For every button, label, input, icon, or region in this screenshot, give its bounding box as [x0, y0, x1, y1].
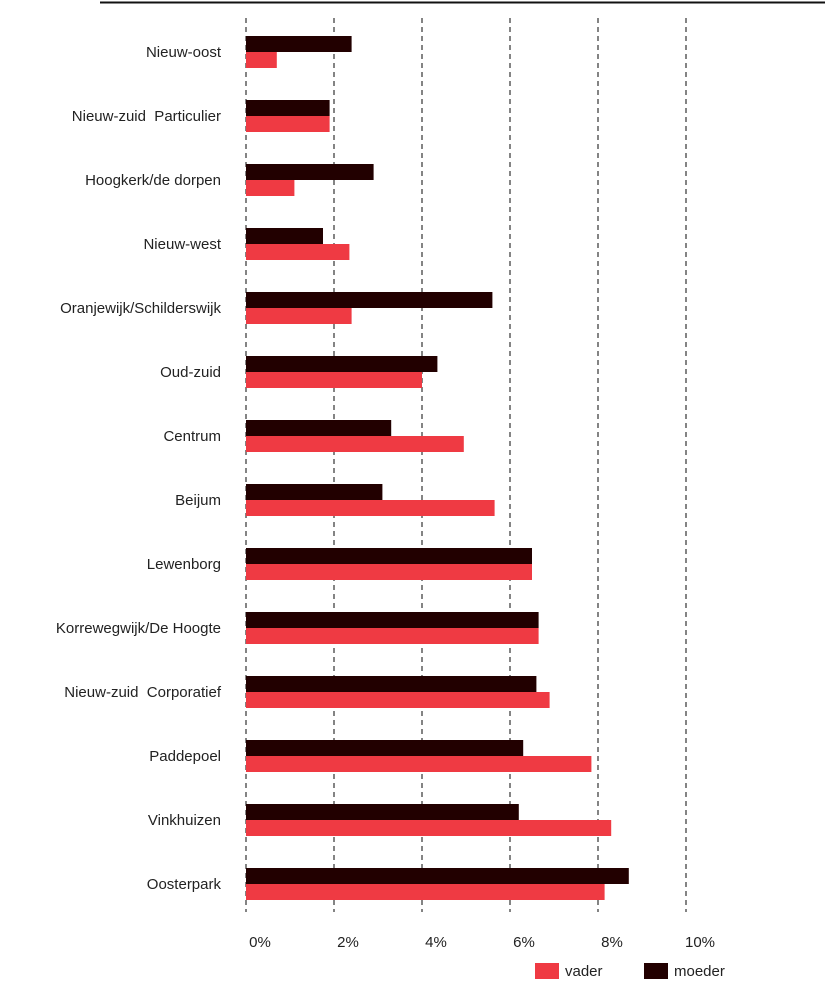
bar-vader-lewenborg: [246, 564, 532, 580]
bar-vader-vinkhuizen: [246, 820, 612, 836]
bar-moeder-oranjewijk-schilderswijk: [246, 292, 493, 308]
legend-swatch-vader: [535, 963, 559, 979]
x-tick-label: 4%: [425, 934, 447, 951]
category-label: Lewenborg: [147, 556, 221, 573]
category-label: Oud-zuid: [160, 364, 221, 381]
category-labels: Nieuw-oost Nieuw-zuid Particulier Hoogkerk…: [56, 44, 222, 893]
bar-vader-nieuw-zuid-corporatief: [246, 692, 550, 708]
category-label: Vinkhuizen: [148, 812, 221, 829]
bar-moeder-nieuw-zuid-corporatief: [246, 676, 537, 692]
category-label: Nieuw-west: [143, 236, 221, 253]
category-label: Nieuw-oost: [146, 44, 222, 61]
category-label: Beijum: [175, 492, 221, 509]
x-tick-label: 8%: [601, 934, 623, 951]
x-tick-label: 0%: [249, 934, 271, 951]
category-label: Paddepoel: [149, 748, 221, 765]
x-tick-label: 2%: [337, 934, 359, 951]
bar-vader-oosterpark: [246, 884, 605, 900]
category-label: Oosterpark: [147, 876, 222, 893]
legend-swatch-moeder: [644, 963, 668, 979]
grid-lines: [245, 18, 687, 912]
bar-moeder-oud-zuid: [246, 356, 438, 372]
bar-vader-korrewegwijk-de-hoogte: [246, 628, 539, 644]
bar-moeder-hoogkerk-de-dorpen: [246, 164, 374, 180]
x-tick-label: 6%: [513, 934, 535, 951]
bar-moeder-vinkhuizen: [246, 804, 519, 820]
bar-vader-centrum: [246, 436, 464, 452]
bar-vader-paddepoel: [246, 756, 592, 772]
legend: vader moeder: [535, 963, 725, 980]
bar-moeder-korrewegwijk-de-hoogte: [246, 612, 539, 628]
bar-moeder-centrum: [246, 420, 392, 436]
bar-moeder-paddepoel: [246, 740, 524, 756]
bar-vader-nieuw-zuid-particulier: [246, 116, 330, 132]
bar-vader-nieuw-oost: [246, 52, 277, 68]
bars-group: [246, 36, 629, 900]
bar-moeder-beijum: [246, 484, 383, 500]
bar-vader-hoogkerk-de-dorpen: [246, 180, 295, 196]
bar-vader-beijum: [246, 500, 495, 516]
bar-moeder-nieuw-oost: [246, 36, 352, 52]
x-axis-ticks: 0% 2% 4% 6% 8% 10%: [249, 934, 715, 951]
x-tick-label: 10%: [685, 934, 715, 951]
category-label: Korrewegwijk/De Hoogte: [56, 620, 221, 637]
legend-label-vader: vader: [565, 963, 603, 980]
category-label: Oranjewijk/Schilderswijk: [60, 300, 221, 317]
category-label: Nieuw-zuid Corporatief: [64, 684, 222, 701]
bar-moeder-nieuw-west: [246, 228, 323, 244]
bar-vader-nieuw-west: [246, 244, 350, 260]
bar-moeder-lewenborg: [246, 548, 532, 564]
bar-vader-oud-zuid: [246, 372, 422, 388]
bar-vader-oranjewijk-schilderswijk: [246, 308, 352, 324]
category-label: Centrum: [163, 428, 221, 445]
category-label: Hoogkerk/de dorpen: [85, 172, 221, 189]
bar-moeder-oosterpark: [246, 868, 629, 884]
bar-moeder-nieuw-zuid-particulier: [246, 100, 330, 116]
category-label: Nieuw-zuid Particulier: [72, 108, 221, 125]
legend-label-moeder: moeder: [674, 963, 725, 980]
